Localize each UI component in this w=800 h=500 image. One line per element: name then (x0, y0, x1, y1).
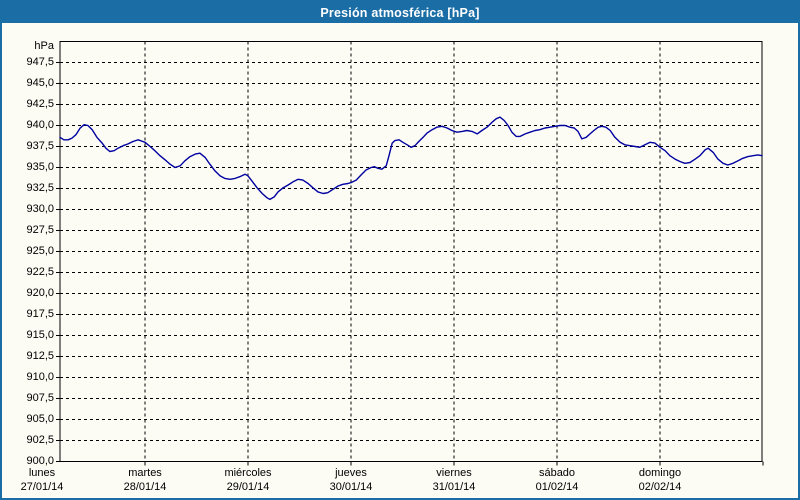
y-axis-tick-label: 902,5 (26, 434, 54, 446)
window-title: Presión atmosférica [hPa] (320, 5, 480, 20)
y-axis-unit-label: hPa (34, 40, 54, 52)
x-axis-day-date: 29/01/14 (226, 481, 270, 493)
pressure-series-line (59, 116, 763, 201)
y-axis-tick-label: 937,5 (26, 140, 54, 152)
y-axis-tick-label: 925,0 (26, 245, 54, 257)
y-axis-tick-label: 932,5 (26, 182, 54, 194)
y-axis-tick-label: 905,0 (26, 413, 54, 425)
y-axis-tick-label: 927,5 (26, 224, 54, 236)
x-axis-day-date: 02/02/14 (638, 481, 682, 493)
y-axis-tick-label: 935,0 (26, 161, 54, 173)
x-axis-day-name: martes (128, 467, 162, 479)
x-axis-day-name: lunes (28, 467, 56, 479)
x-axis-day-date: 30/01/14 (329, 481, 373, 493)
y-axis-tick-label: 912,5 (26, 350, 54, 362)
window-title-bar: Presión atmosférica [hPa] (2, 2, 798, 23)
x-axis-day-date: 27/01/14 (20, 481, 64, 493)
x-axis-day-name: sábado (538, 467, 576, 479)
x-axis-day-date: 31/01/14 (432, 481, 476, 493)
y-axis-tick-label: 947,5 (26, 56, 54, 68)
y-axis-tick-label: 945,0 (26, 77, 54, 89)
y-axis-tick-label: 940,0 (26, 119, 54, 131)
x-axis-day-name: jueves (335, 467, 367, 479)
y-axis-tick-label: 900,0 (26, 455, 54, 467)
x-axis-day-name: viernes (436, 467, 472, 479)
y-axis-tick-label: 907,5 (26, 392, 54, 404)
y-axis-tick-label: 922,5 (26, 266, 54, 278)
x-axis-day-name: domingo (638, 467, 682, 479)
y-axis-tick-label: 920,0 (26, 287, 54, 299)
x-axis-day-date: 01/02/14 (535, 481, 579, 493)
x-axis-day-date: 28/01/14 (123, 481, 167, 493)
y-axis-tick-label: 942,5 (26, 98, 54, 110)
y-axis-tick-label: 917,5 (26, 308, 54, 320)
plot-frame (59, 41, 763, 462)
x-axis-day-name: miércoles (224, 467, 272, 479)
y-axis-tick-label: 910,0 (26, 371, 54, 383)
y-axis-tick-label: 930,0 (26, 203, 54, 215)
y-axis-tick-label: 915,0 (26, 329, 54, 341)
